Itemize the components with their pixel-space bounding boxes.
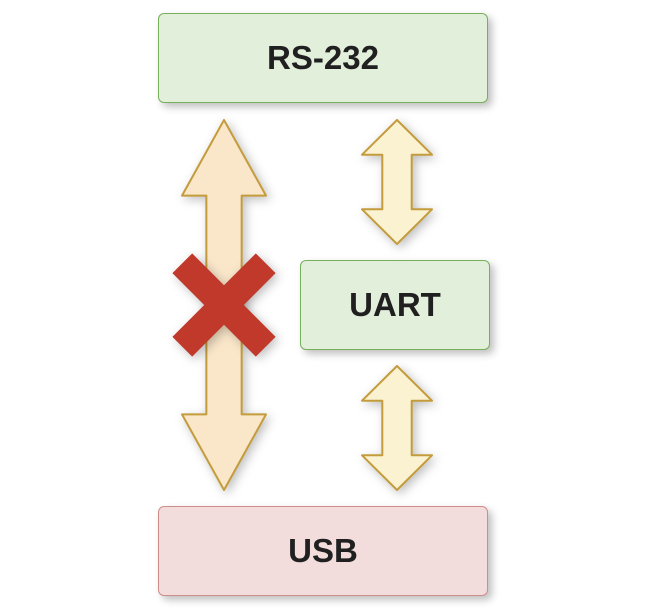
node-usb: USB [158, 506, 488, 596]
arrow-rs232-uart [362, 120, 432, 244]
node-uart: UART [300, 260, 490, 350]
arrow-uart-usb [362, 366, 432, 490]
node-rs232-label: RS-232 [267, 39, 379, 77]
node-usb-label: USB [288, 532, 358, 570]
diagram-canvas: RS-232 UART USB [0, 0, 660, 613]
node-uart-label: UART [349, 286, 441, 324]
node-rs232: RS-232 [158, 13, 488, 103]
cross-icon [165, 246, 283, 364]
